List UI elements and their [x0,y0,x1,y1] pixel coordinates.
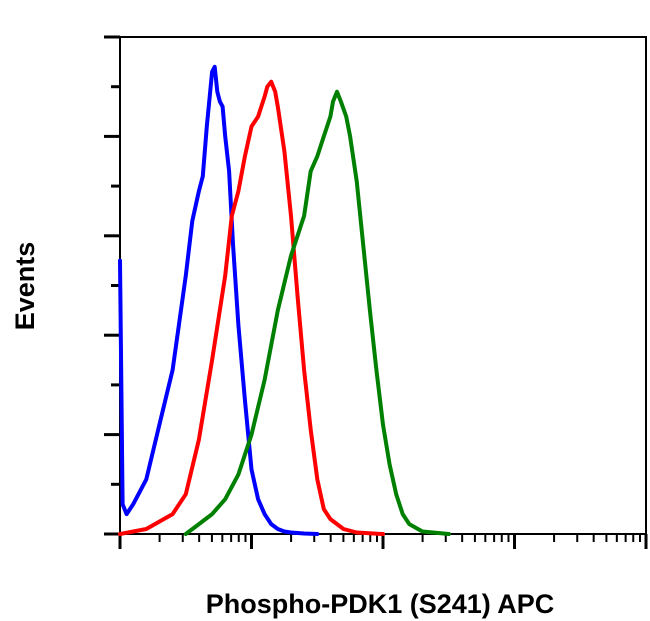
x-axis-label: Phospho-PDK1 (S241) APC [206,589,555,619]
series-line-3 [183,89,451,536]
x-axis-ticks [118,534,648,549]
plot-frame [119,36,647,535]
y-axis-label: Events [10,242,40,331]
series-layer [118,64,451,536]
series-line-2 [118,79,385,536]
y-axis-ticks [104,35,120,536]
series-line-1 [118,64,320,536]
